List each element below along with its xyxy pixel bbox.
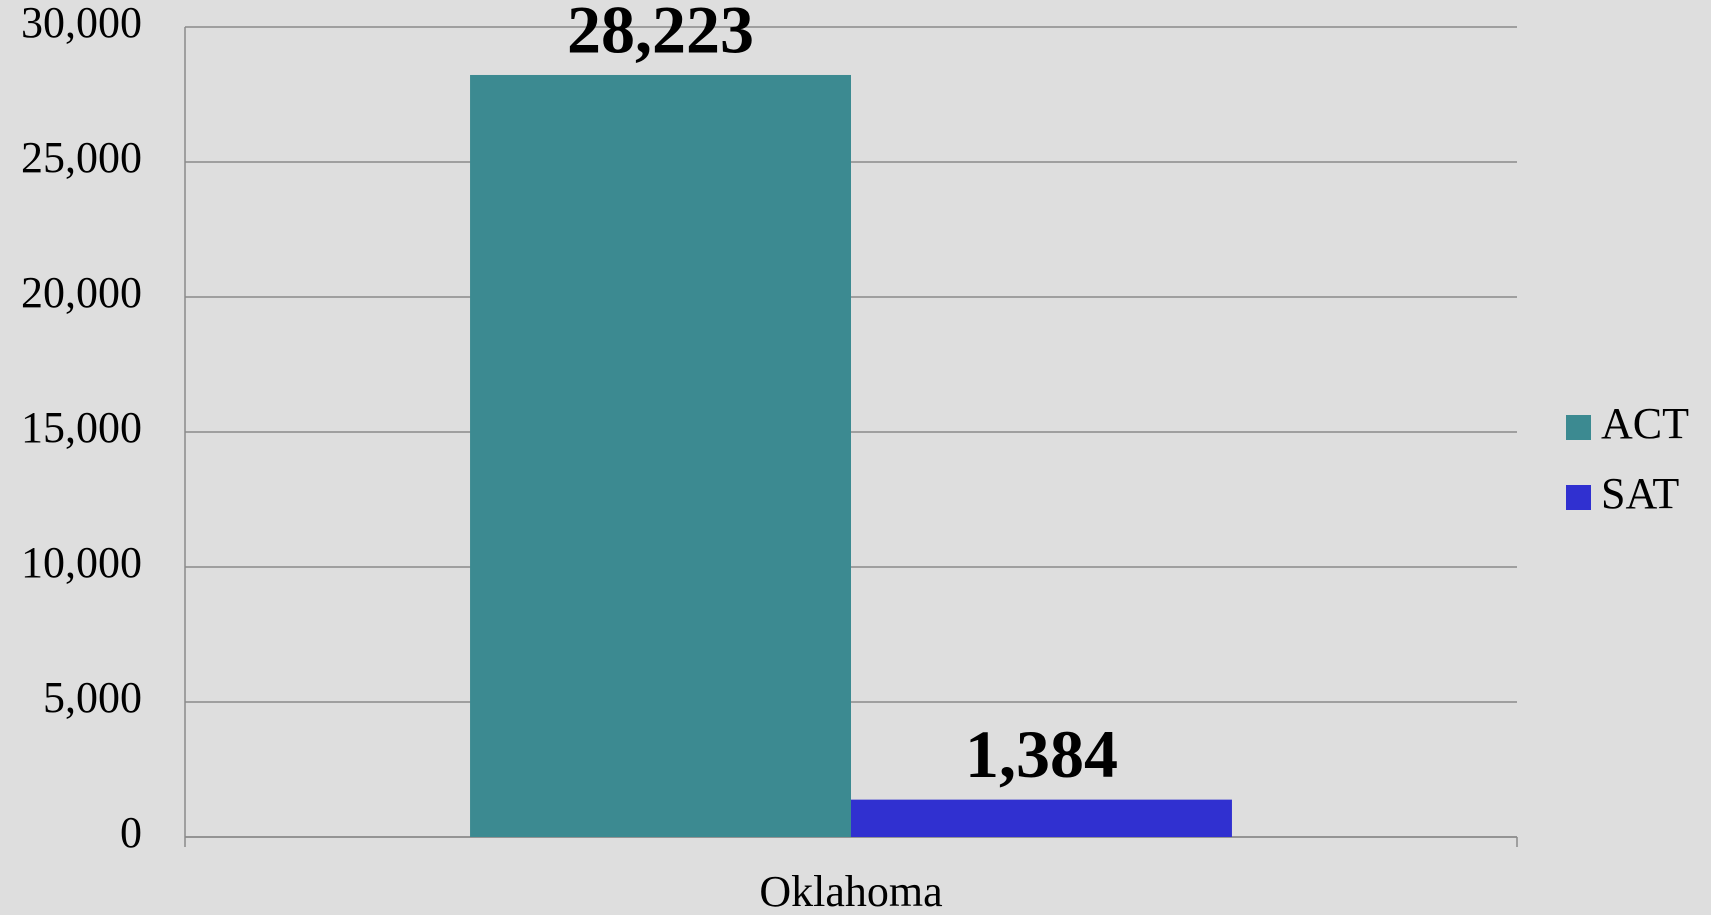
bar [470,74,851,837]
legend-swatch [1566,485,1591,510]
value-label: 1,384 [965,716,1118,792]
y-tick-label: 10,000 [21,538,142,587]
legend-label: SAT [1601,469,1679,518]
y-tick-label: 25,000 [21,133,142,182]
x-tick-label: Oklahoma [759,867,942,915]
y-tick-label: 20,000 [21,268,142,317]
bar [851,799,1232,837]
value-label: 28,223 [567,0,754,68]
y-tick-label: 0 [120,808,142,857]
legend-label: ACT [1601,399,1689,448]
y-tick-label: 30,000 [21,0,142,47]
y-tick-label: 5,000 [43,673,142,722]
y-tick-label: 15,000 [21,403,142,452]
legend-swatch [1566,415,1591,440]
